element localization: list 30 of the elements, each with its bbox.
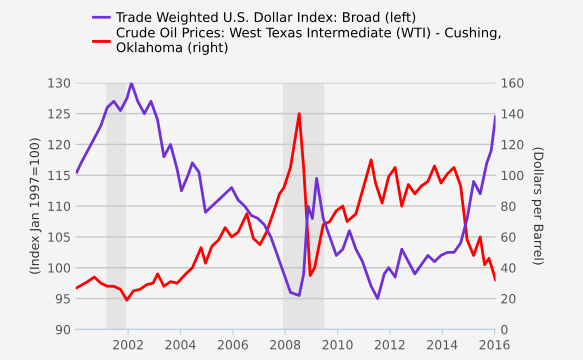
x-tick-label: 2010	[322, 340, 353, 350]
x-tick-label: 2012	[374, 340, 405, 350]
y2-axis-title: (Dollars per Barrel)	[532, 148, 544, 265]
x-tick-label: 2014	[427, 340, 458, 350]
y2-tick-label: 40	[501, 263, 516, 273]
y2-tick-label: 160	[502, 78, 524, 88]
y2-tick-label: 20	[501, 294, 516, 304]
y-tick-label: 130	[48, 78, 70, 88]
y-tick-label: 125	[48, 109, 70, 119]
y-tick-label: 115	[48, 170, 70, 180]
y2-tick-label: 80	[501, 202, 516, 212]
x-tick-label: 2008	[270, 340, 300, 350]
y-tick-label: 120	[48, 140, 70, 150]
x-tick-label: 2016	[480, 340, 510, 350]
y-tick-label: 90	[56, 324, 70, 334]
y2-tick-label: 0	[501, 324, 508, 334]
y-tick-label: 110	[48, 202, 70, 212]
y-axis-title: (Index Jan 1997=100)	[29, 138, 42, 274]
legend-label: Crude Oil Prices: West Texas Intermediate (WTI) - Cushing, Oklahoma (right)	[116, 27, 500, 55]
y-tick-label: 100	[48, 263, 70, 273]
x-tick-label: 2002	[113, 340, 143, 350]
x-tick-label: 2006	[218, 340, 248, 350]
x-tick-label: 2004	[165, 340, 196, 350]
y2-tick-label: 120	[502, 140, 524, 150]
y2-tick-label: 140	[502, 109, 524, 119]
y-tick-label: 105	[48, 232, 70, 242]
legend-label: Trade Weighted U.S. Dollar Index: Broad (left)	[116, 12, 416, 25]
y-tick-label: 95	[56, 294, 70, 304]
y2-tick-label: 60	[501, 232, 516, 242]
y2-tick-label: 100	[502, 170, 524, 180]
